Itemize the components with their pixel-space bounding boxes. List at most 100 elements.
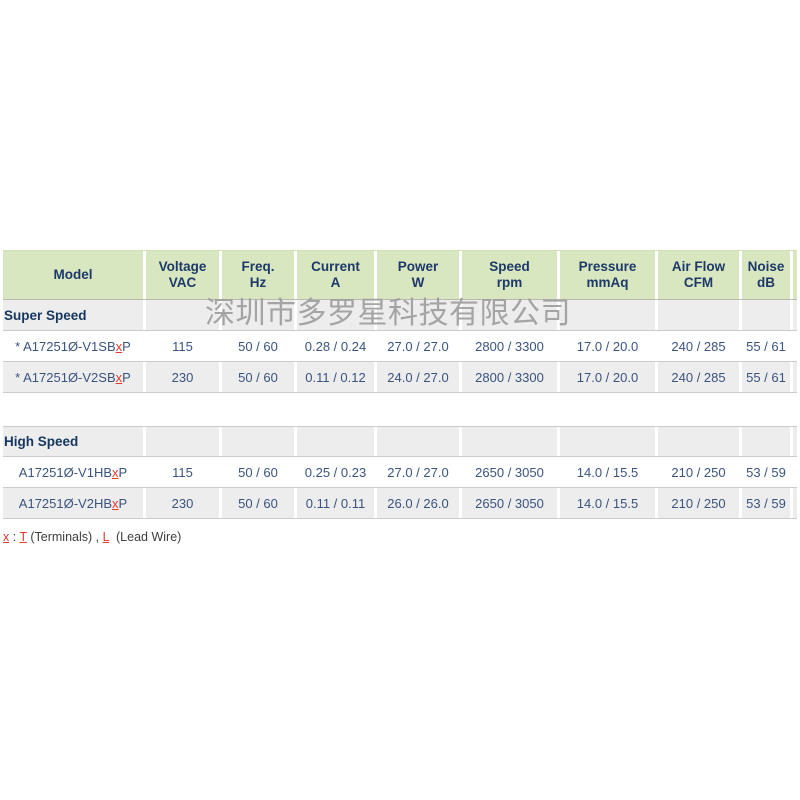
header-cell-speed: Speed rpm: [462, 251, 560, 299]
empty-cell: [462, 427, 560, 456]
model-text: A17251Ø-V2HB: [18, 495, 113, 511]
header-unit: VAC: [168, 275, 197, 290]
header-label: Power: [397, 259, 439, 274]
row-filler: [793, 362, 797, 392]
empty-cell: [560, 427, 658, 456]
freq-cell: 50 / 60: [222, 457, 297, 487]
header-unit: W: [411, 275, 425, 290]
freq-cell: 50 / 60: [222, 362, 297, 392]
model-text: A17251Ø-V1HB: [18, 464, 113, 480]
model-cell: A17251Ø-V1HB x P: [3, 457, 146, 487]
empty-cell: [658, 300, 742, 330]
section-title: Super Speed: [3, 300, 146, 330]
speed-cell: 2800 / 3300: [462, 362, 560, 392]
current-cell: 0.25 / 0.23: [297, 457, 377, 487]
section-row-super-speed: Super Speed: [3, 300, 797, 331]
model-suffix: P: [118, 464, 128, 480]
airflow-cell: 240 / 285: [658, 331, 742, 361]
high-speed-table: High Speed A17251Ø-V1HB x P 115 50 / 60 0.…: [3, 426, 797, 519]
footnote-x: x: [3, 530, 10, 544]
power-cell: 27.0 / 27.0: [377, 331, 462, 361]
airflow-cell: 210 / 250: [658, 488, 742, 518]
row-filler: [793, 457, 797, 487]
row-filler: [793, 251, 797, 299]
current-cell: 0.11 / 0.12: [297, 362, 377, 392]
header-cell-freq: Freq. Hz: [222, 251, 297, 299]
header-cell-noise: Noise dB: [742, 251, 793, 299]
noise-cell: 53 / 59: [742, 457, 793, 487]
header-cell-model: Model: [3, 251, 146, 299]
header-label: Freq.: [241, 259, 275, 274]
model-suffix: P: [118, 495, 128, 511]
model-x-variant: x: [115, 369, 123, 385]
header-label: Air Flow: [671, 259, 726, 274]
data-row-v1sb: * A17251Ø-V1SB x P 115 50 / 60 0.28 / 0.24…: [3, 331, 797, 362]
empty-cell: [377, 300, 462, 330]
header-label: Model: [53, 267, 93, 282]
footnote-separator: :: [9, 530, 20, 544]
header-cell-voltage: Voltage VAC: [146, 251, 222, 299]
section-row-high-speed: High Speed: [3, 426, 797, 457]
data-row-v2sb: * A17251Ø-V2SB x P 230 50 / 60 0.11 / 0.12…: [3, 362, 797, 393]
model-cell: A17251Ø-V2HB x P: [3, 488, 146, 518]
speed-cell: 2800 / 3300: [462, 331, 560, 361]
freq-cell: 50 / 60: [222, 331, 297, 361]
header-unit: mmAq: [586, 275, 629, 290]
voltage-cell: 115: [146, 457, 222, 487]
empty-cell: [222, 300, 297, 330]
spec-header-row: Model Voltage VAC Freq. Hz Current A Pow…: [3, 250, 797, 300]
voltage-cell: 115: [146, 331, 222, 361]
power-cell: 27.0 / 27.0: [377, 457, 462, 487]
footnote-l: L: [102, 530, 110, 544]
header-unit: CFM: [683, 275, 714, 290]
empty-cell: [742, 300, 793, 330]
header-label: Voltage: [158, 259, 207, 274]
header-label: Pressure: [578, 259, 637, 274]
current-cell: 0.28 / 0.24: [297, 331, 377, 361]
model-suffix: P: [122, 369, 131, 385]
footnote-leadwire: (Lead Wire): [109, 530, 182, 544]
footnote-terminals: (Terminals) ,: [26, 530, 103, 544]
section-title: High Speed: [3, 427, 146, 456]
power-cell: 26.0 / 26.0: [377, 488, 462, 518]
model-text: * A17251Ø-V1SB: [15, 338, 116, 354]
header-cell-pressure: Pressure mmAq: [560, 251, 658, 299]
data-row-v2hb: A17251Ø-V2HB x P 230 50 / 60 0.11 / 0.11 2…: [3, 488, 797, 519]
voltage-cell: 230: [146, 362, 222, 392]
row-filler: [793, 488, 797, 518]
pressure-cell: 14.0 / 15.5: [560, 457, 658, 487]
header-cell-power: Power W: [377, 251, 462, 299]
voltage-cell: 230: [146, 488, 222, 518]
empty-cell: [658, 427, 742, 456]
model-x-variant: x: [112, 464, 119, 480]
row-filler: [793, 300, 797, 330]
speed-cell: 2650 / 3050: [462, 488, 560, 518]
empty-cell: [146, 427, 222, 456]
freq-cell: 50 / 60: [222, 488, 297, 518]
model-text: * A17251Ø-V2SB: [15, 369, 116, 385]
empty-cell: [462, 300, 560, 330]
header-unit: dB: [757, 275, 775, 290]
model-cell: * A17251Ø-V1SB x P: [3, 331, 146, 361]
empty-cell: [742, 427, 793, 456]
airflow-cell: 210 / 250: [658, 457, 742, 487]
header-unit: A: [330, 275, 341, 290]
current-cell: 0.11 / 0.11: [297, 488, 377, 518]
speed-cell: 2650 / 3050: [462, 457, 560, 487]
table-gap: [3, 393, 797, 426]
empty-cell: [377, 427, 462, 456]
model-cell: * A17251Ø-V2SB x P: [3, 362, 146, 392]
pressure-cell: 17.0 / 20.0: [560, 362, 658, 392]
noise-cell: 55 / 61: [742, 331, 793, 361]
data-row-v1hb: A17251Ø-V1HB x P 115 50 / 60 0.25 / 0.23 2…: [3, 457, 797, 488]
header-cell-current: Current A: [297, 251, 377, 299]
empty-cell: [222, 427, 297, 456]
header-cell-airflow: Air Flow CFM: [658, 251, 742, 299]
row-filler: [793, 331, 797, 361]
empty-cell: [560, 300, 658, 330]
model-suffix: P: [122, 338, 131, 354]
header-label: Speed: [489, 259, 530, 274]
model-x-variant: x: [112, 495, 119, 511]
airflow-cell: 240 / 285: [658, 362, 742, 392]
row-filler: [793, 427, 797, 456]
